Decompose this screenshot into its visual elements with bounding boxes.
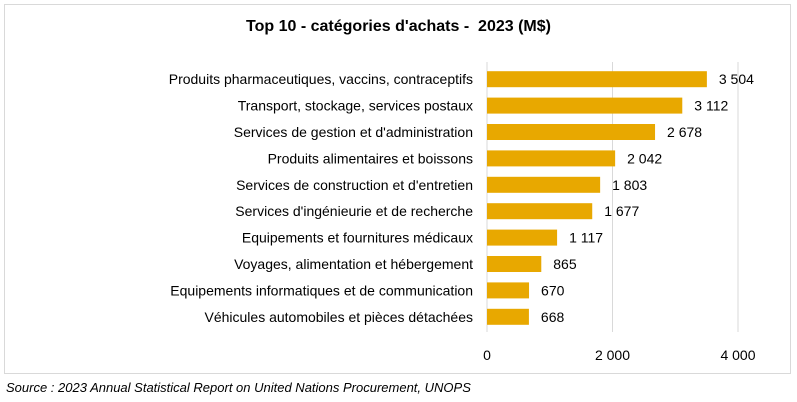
bar: [487, 97, 683, 114]
bar: [487, 150, 616, 167]
x-tick-label: 0: [483, 347, 491, 363]
bar: [487, 71, 707, 88]
bar: [487, 282, 530, 299]
data-label: 1 117: [569, 230, 603, 246]
bar: [487, 256, 542, 272]
data-label: 1 677: [604, 203, 639, 219]
data-label: 2 042: [627, 150, 662, 166]
category-label: Produits alimentaires et boissons: [268, 150, 473, 166]
category-label: Equipements informatiques et de communic…: [170, 282, 473, 298]
category-label: Véhicules automobiles et pièces détachée…: [204, 309, 473, 325]
x-tick-label: 4 000: [720, 347, 755, 363]
category-label: Voyages, alimentation et hébergement: [234, 256, 473, 272]
category-label: Services de gestion et d'administration: [234, 124, 473, 140]
data-label: 3 112: [694, 98, 728, 114]
bar: [487, 176, 601, 193]
data-label: 3 504: [719, 71, 754, 87]
chart-title: Top 10 - catégories d'achats - 2023 (M$): [246, 18, 551, 35]
chart-frame: [4, 4, 791, 374]
category-label: Produits pharmaceutiques, vaccins, contr…: [169, 71, 473, 87]
category-label: Equipements et fournitures médicaux: [242, 230, 473, 246]
data-label: 2 678: [667, 124, 702, 140]
data-label: 865: [553, 256, 577, 272]
category-label: Services de construction et d'entretien: [236, 177, 473, 193]
bar: [487, 308, 529, 325]
bar: [487, 229, 558, 246]
data-label: 670: [541, 282, 565, 298]
data-label: 1 803: [612, 177, 647, 193]
bar: [487, 203, 593, 220]
x-tick-label: 2 000: [595, 347, 630, 363]
source-note: Source : 2023 Annual Statistical Report …: [6, 380, 471, 395]
category-label: Services d'ingénieurie et de recherche: [235, 203, 473, 219]
bar: [487, 124, 656, 140]
category-label: Transport, stockage, services postaux: [238, 98, 473, 114]
data-label: 668: [541, 309, 565, 325]
